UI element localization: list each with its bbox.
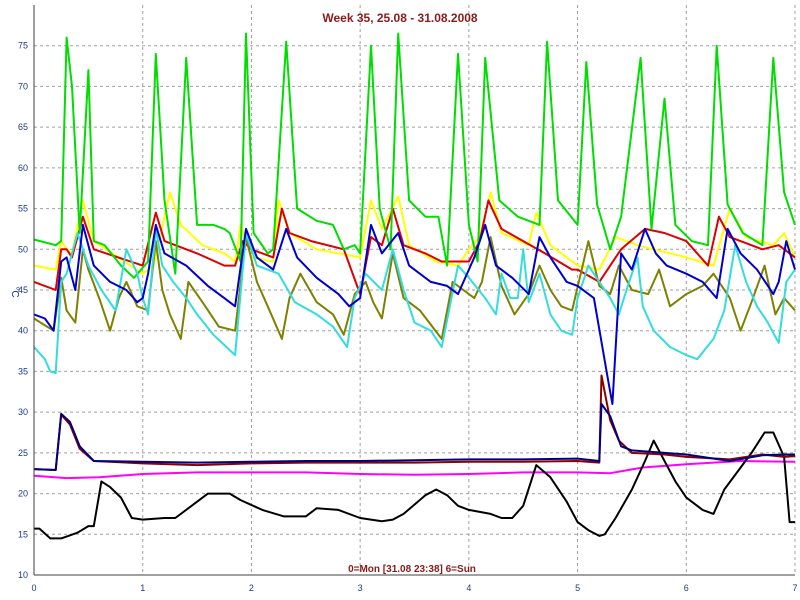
x-tick-label: 2 — [249, 583, 254, 593]
y-tick-label: 20 — [18, 489, 28, 499]
series-line-3 — [33, 374, 796, 471]
x-tick-label: 6 — [684, 583, 689, 593]
y-tick-label: 45 — [18, 285, 28, 295]
y-tick-label: 70 — [18, 81, 28, 91]
y-tick-label: 25 — [18, 448, 28, 458]
x-tick-label: 3 — [358, 583, 363, 593]
y-tick-label: 75 — [18, 41, 28, 51]
series-line-1 — [33, 460, 796, 480]
y-axis-label: °C — [9, 286, 20, 297]
y-tick-label: 50 — [18, 244, 28, 254]
y-tick-label: 10 — [18, 570, 28, 580]
chart-title: Week 35, 25.08 - 31.08.2008 — [322, 11, 478, 25]
y-tick-label: 35 — [18, 366, 28, 376]
series-line-7 — [33, 32, 796, 279]
x-axis-label: 0=Mon [31.08 23:38] 6=Sun — [348, 564, 476, 575]
x-tick-label: 5 — [575, 583, 580, 593]
y-tick-label: 65 — [18, 122, 28, 132]
y-tick-label: 55 — [18, 204, 28, 214]
y-tick-label: 30 — [18, 407, 28, 417]
y-tick-label: 60 — [18, 163, 28, 173]
series-line-8 — [33, 236, 796, 340]
y-tick-label: 40 — [18, 326, 28, 336]
x-tick-label: 1 — [140, 583, 145, 593]
series-line-10 — [33, 223, 796, 405]
series-line-4 — [33, 403, 795, 471]
x-tick-label: 4 — [466, 583, 471, 593]
series-line-6 — [33, 199, 796, 296]
series-line-2 — [34, 431, 795, 540]
x-tick-label: 0 — [31, 583, 36, 593]
x-tick-label: 7 — [792, 583, 797, 593]
y-tick-label: 15 — [18, 529, 28, 539]
series-line-9 — [33, 227, 796, 375]
